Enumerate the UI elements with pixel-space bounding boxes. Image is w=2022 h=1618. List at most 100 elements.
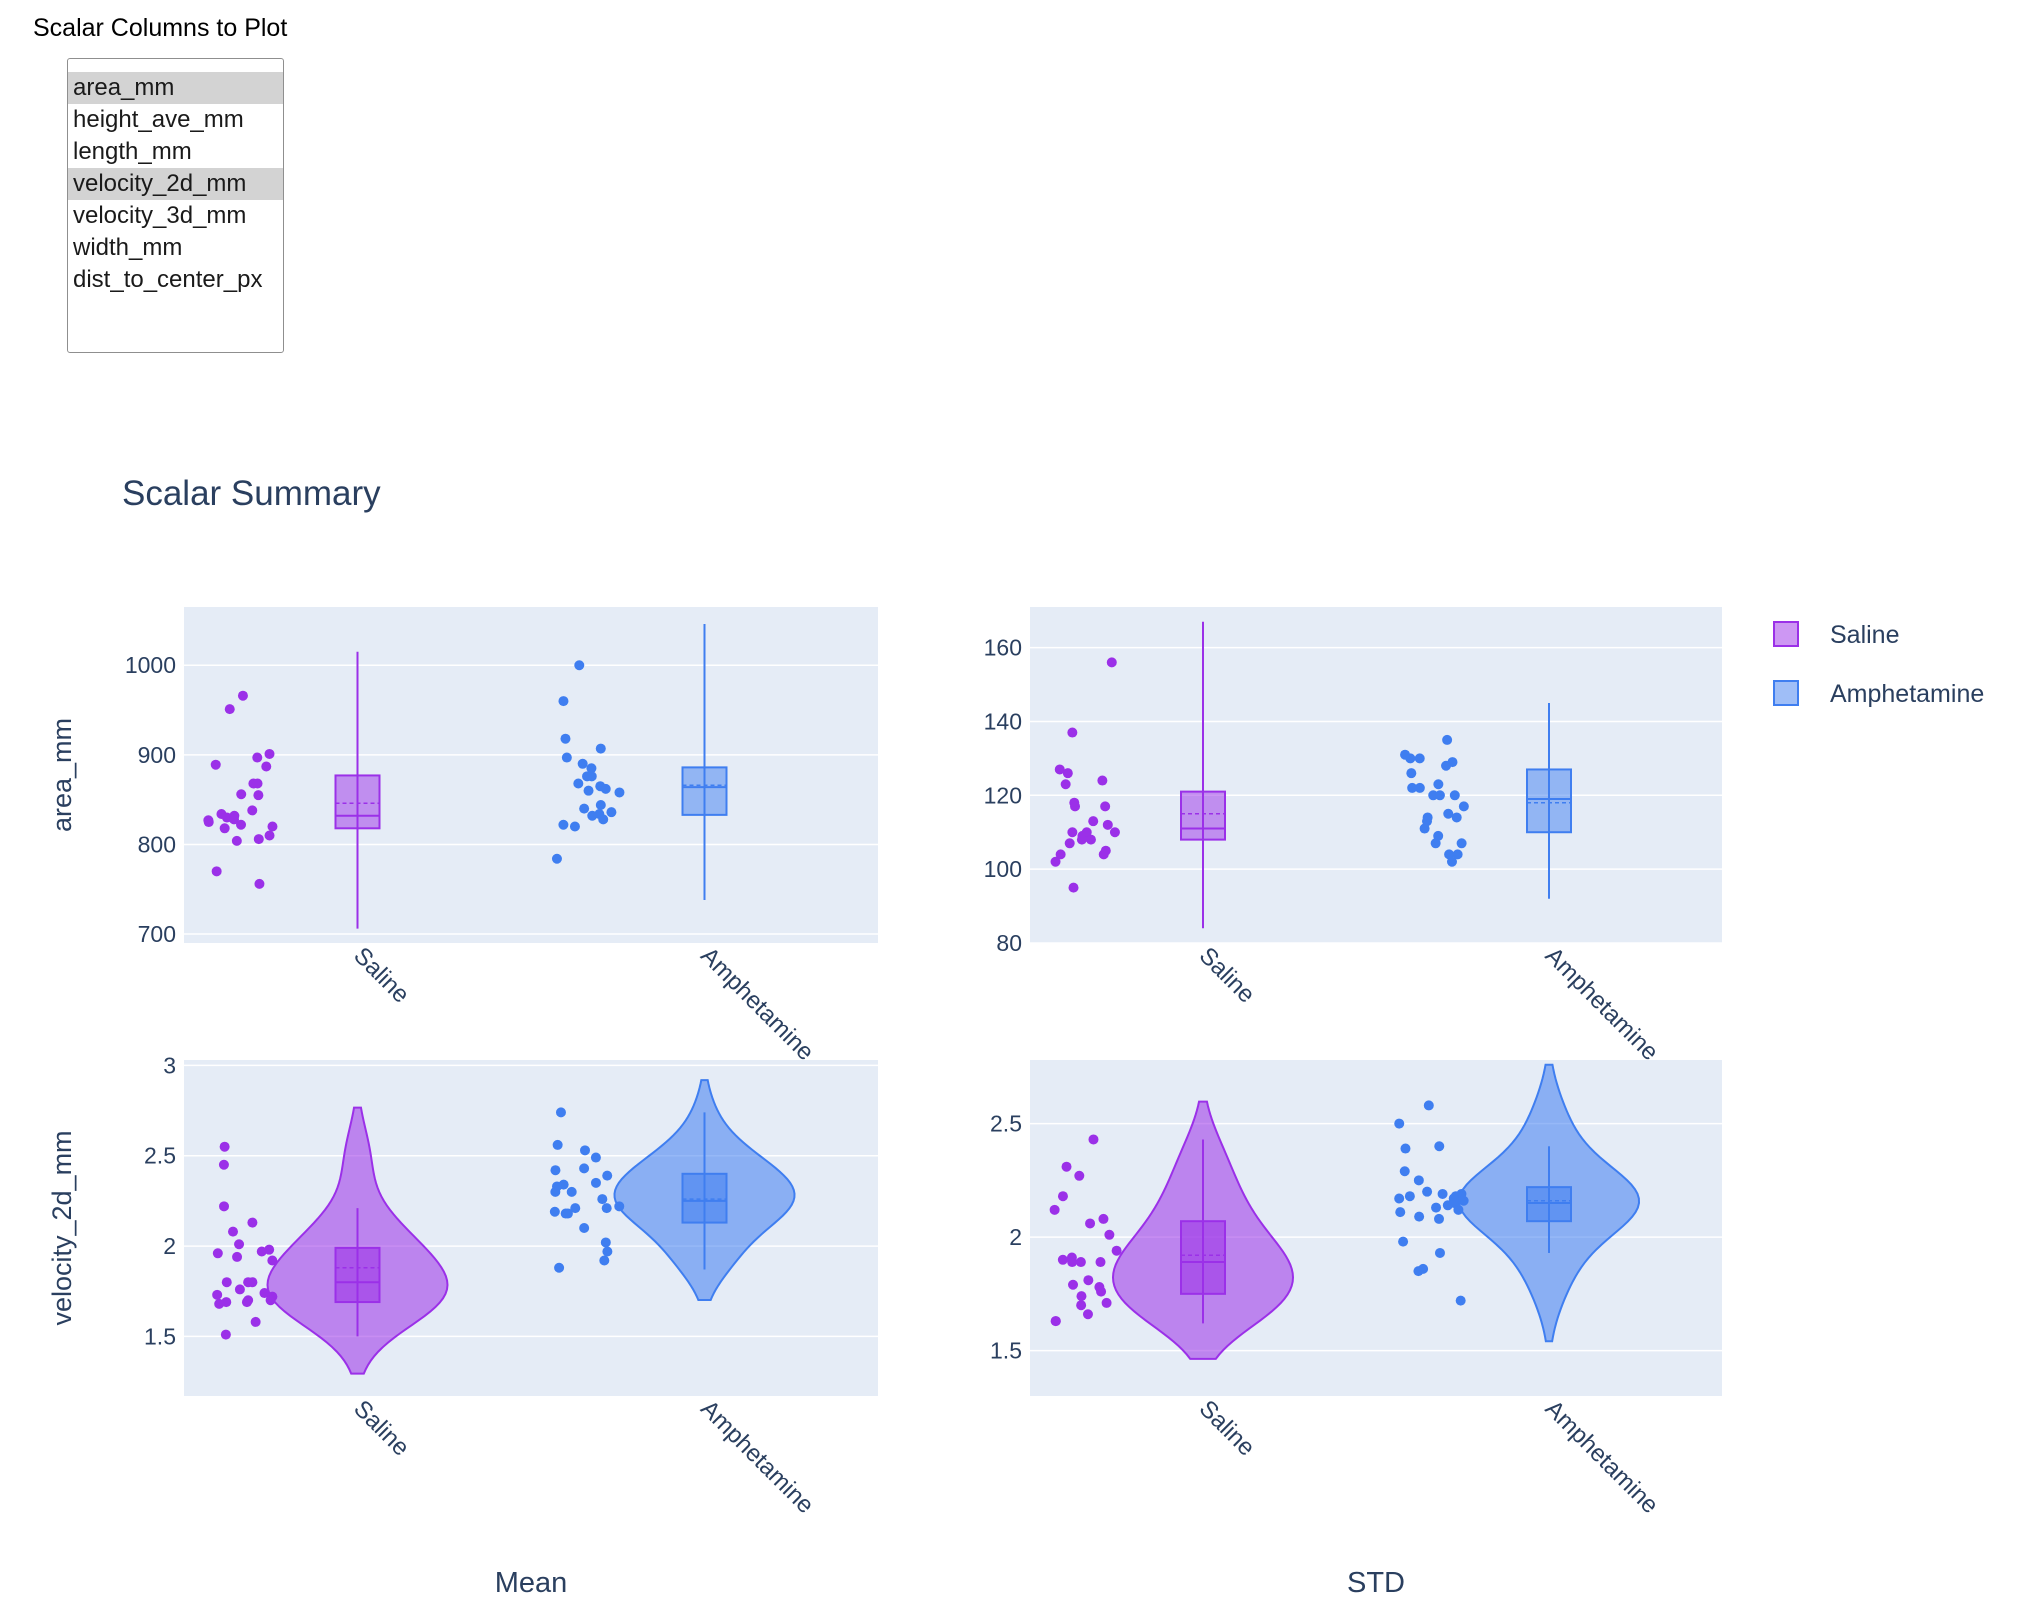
data-point (1434, 1141, 1445, 1152)
subplot-4: 1.5 2 2.5 Saline Amphetamine STD (990, 1060, 1722, 1599)
x-tick-label-amphetamine: Amphetamine (1540, 1395, 1664, 1519)
data-point (1109, 827, 1120, 838)
data-point (227, 1226, 238, 1237)
subplot-3: 1.5 2 2.5 3 Saline Amphetamine velocity_2d_mm M… (47, 1052, 878, 1599)
data-point (1085, 1218, 1096, 1229)
data-point (256, 1246, 267, 1257)
x-tick-label-saline: Saline (1194, 942, 1260, 1008)
data-point (1398, 1236, 1409, 1247)
option-width-mm[interactable]: width_mm (73, 234, 183, 261)
legend-label-amphetamine: Amphetamine (1830, 680, 1984, 708)
scalar-columns-listbox[interactable]: area_mm height_ave_mm length_mm velocity_2d… (67, 58, 284, 353)
data-point (555, 1107, 566, 1118)
data-point (1098, 1213, 1109, 1224)
data-point (600, 1237, 611, 1248)
box-saline (334, 774, 381, 830)
option-velocity-3d-mm[interactable]: velocity_3d_mm (73, 202, 247, 229)
data-point (573, 778, 584, 789)
y-tick-label: 2 (1009, 1224, 1022, 1250)
data-point (1452, 849, 1463, 860)
data-point (1434, 1213, 1445, 1224)
data-point (1074, 1170, 1085, 1181)
box-amphetamine (681, 1172, 728, 1224)
data-point (1441, 760, 1452, 771)
figure-title: Scalar Summary (122, 474, 381, 513)
x-tick-label-saline: Saline (348, 942, 414, 1008)
data-point (558, 819, 569, 830)
subplot-1: 700 800 900 1000 Saline Amphetamine area_mm (47, 607, 878, 1066)
data-point (598, 814, 609, 825)
data-point (267, 1255, 278, 1266)
data-point (1455, 1295, 1466, 1306)
data-point (243, 1277, 254, 1288)
data-point (1076, 834, 1087, 845)
option-height-ave-mm[interactable]: height_ave_mm (73, 106, 244, 133)
y-tick-label: 800 (138, 831, 176, 857)
data-point (560, 733, 571, 744)
data-point (1111, 1245, 1122, 1256)
data-point (1405, 753, 1416, 764)
data-point (1076, 1300, 1087, 1311)
data-point (1434, 790, 1445, 801)
data-point (232, 1251, 243, 1262)
data-point (247, 805, 258, 816)
data-point (1419, 823, 1430, 834)
data-point (579, 1223, 590, 1233)
data-point (597, 1194, 608, 1205)
data-point (1442, 734, 1453, 745)
data-point (1075, 1257, 1086, 1268)
data-point (253, 790, 264, 801)
data-point (1101, 1297, 1112, 1308)
option-length-mm[interactable]: length_mm (73, 138, 192, 165)
data-point (252, 752, 263, 763)
data-point (1451, 812, 1462, 823)
y-tick-label: 100 (984, 856, 1022, 882)
data-point (1049, 1204, 1060, 1215)
data-point (1088, 816, 1099, 827)
data-point (1061, 1161, 1072, 1172)
data-point (211, 866, 222, 877)
data-point (254, 878, 265, 889)
data-point (1083, 1275, 1094, 1286)
y-tick-label: 1000 (125, 652, 176, 678)
data-point (554, 1262, 565, 1273)
data-point (1443, 808, 1454, 819)
y-tick-label: 80 (996, 930, 1022, 956)
data-point (600, 783, 611, 794)
data-point (595, 743, 606, 754)
data-point (210, 759, 221, 770)
x-tick-label-saline: Saline (348, 1395, 414, 1461)
data-point (247, 1217, 258, 1228)
data-point (574, 660, 585, 671)
data-point (1449, 790, 1460, 801)
option-velocity-2d-mm[interactable]: velocity_2d_mm (68, 168, 283, 200)
data-point (582, 771, 593, 782)
data-point (1413, 1175, 1424, 1186)
plot-area (184, 1060, 878, 1396)
data-point (1057, 1254, 1068, 1265)
y-tick-label: 120 (984, 782, 1022, 808)
x-tick-label-saline: Saline (1194, 1395, 1260, 1461)
data-point (1076, 1291, 1087, 1302)
data-point (1400, 1143, 1411, 1154)
data-point (219, 1141, 230, 1152)
option-dist-to-center-px[interactable]: dist_to_center_px (73, 266, 263, 293)
y-tick-label: 160 (984, 635, 1022, 661)
data-point (1399, 1166, 1410, 1177)
y-axis-title: velocity_2d_mm (47, 1130, 77, 1325)
data-point (1431, 1202, 1442, 1213)
data-point (236, 819, 247, 830)
data-point (221, 1277, 232, 1288)
data-point (236, 789, 247, 800)
data-point (250, 1316, 261, 1327)
data-point (1067, 827, 1078, 838)
option-area-mm[interactable]: area_mm (68, 72, 283, 104)
data-point (1433, 779, 1444, 790)
data-point (550, 1165, 561, 1176)
y-tick-label: 1.5 (144, 1323, 176, 1349)
data-point (550, 1186, 561, 1197)
data-point (234, 1284, 245, 1295)
data-point (1414, 753, 1425, 764)
data-point (214, 1298, 225, 1309)
data-point (1423, 1100, 1434, 1111)
